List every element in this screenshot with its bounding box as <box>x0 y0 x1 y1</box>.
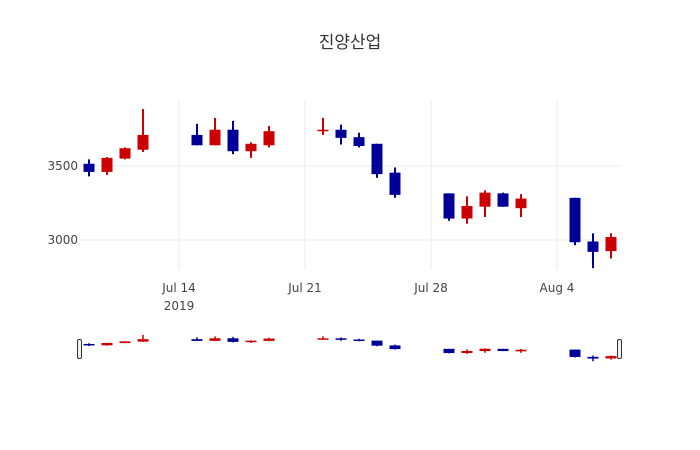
y-tick-3000: 3000 <box>47 233 78 247</box>
range-slider-right-handle[interactable] <box>617 339 622 359</box>
range-slider-bg <box>80 322 620 372</box>
candle <box>101 342 113 346</box>
candles-mini <box>83 334 617 362</box>
candle <box>245 142 257 158</box>
x-tick-year: 2019 <box>164 299 195 313</box>
candle <box>137 334 149 342</box>
candle <box>497 192 509 207</box>
candle <box>209 336 221 341</box>
candle <box>227 120 239 155</box>
y-tick-3500: 3500 <box>47 159 78 173</box>
candle <box>587 355 599 362</box>
candle <box>569 197 581 246</box>
candle <box>335 337 347 341</box>
candle <box>335 124 347 145</box>
candle <box>227 336 239 343</box>
candle <box>137 109 149 152</box>
candle <box>119 147 131 160</box>
x-tick-jul14: Jul 14 <box>161 281 196 295</box>
chart-title: 진양산업 <box>319 33 382 53</box>
candle <box>83 343 95 347</box>
candle <box>497 348 509 352</box>
candle <box>263 126 275 148</box>
candle <box>371 340 383 347</box>
candle <box>371 143 383 178</box>
candle <box>515 194 527 218</box>
candle <box>245 340 257 343</box>
candle <box>461 196 473 224</box>
candle <box>317 336 329 340</box>
candle <box>443 193 455 221</box>
candle <box>353 338 365 342</box>
range-slider-left-handle[interactable] <box>77 339 82 359</box>
candle <box>191 123 203 146</box>
candle <box>353 132 365 148</box>
candle <box>461 349 473 354</box>
x-tick-aug4: Aug 4 <box>540 281 575 295</box>
candle <box>479 190 491 218</box>
gridlines <box>80 100 620 270</box>
candle <box>83 159 95 177</box>
candle <box>209 117 221 146</box>
candle <box>605 233 617 259</box>
candles-main <box>83 109 617 269</box>
candle <box>317 117 329 135</box>
candle <box>443 348 455 354</box>
candle <box>119 341 131 344</box>
x-tick-jul28: Jul 28 <box>413 281 448 295</box>
candle <box>605 355 617 360</box>
candle <box>587 233 599 269</box>
candle <box>569 349 581 358</box>
candle <box>479 348 491 353</box>
range-slider[interactable] <box>77 322 622 372</box>
candle <box>389 344 401 350</box>
candle <box>389 167 401 198</box>
candle <box>191 337 203 341</box>
candle <box>515 348 527 353</box>
candle <box>101 157 113 175</box>
candle <box>263 337 275 342</box>
x-tick-jul21: Jul 21 <box>287 281 322 295</box>
